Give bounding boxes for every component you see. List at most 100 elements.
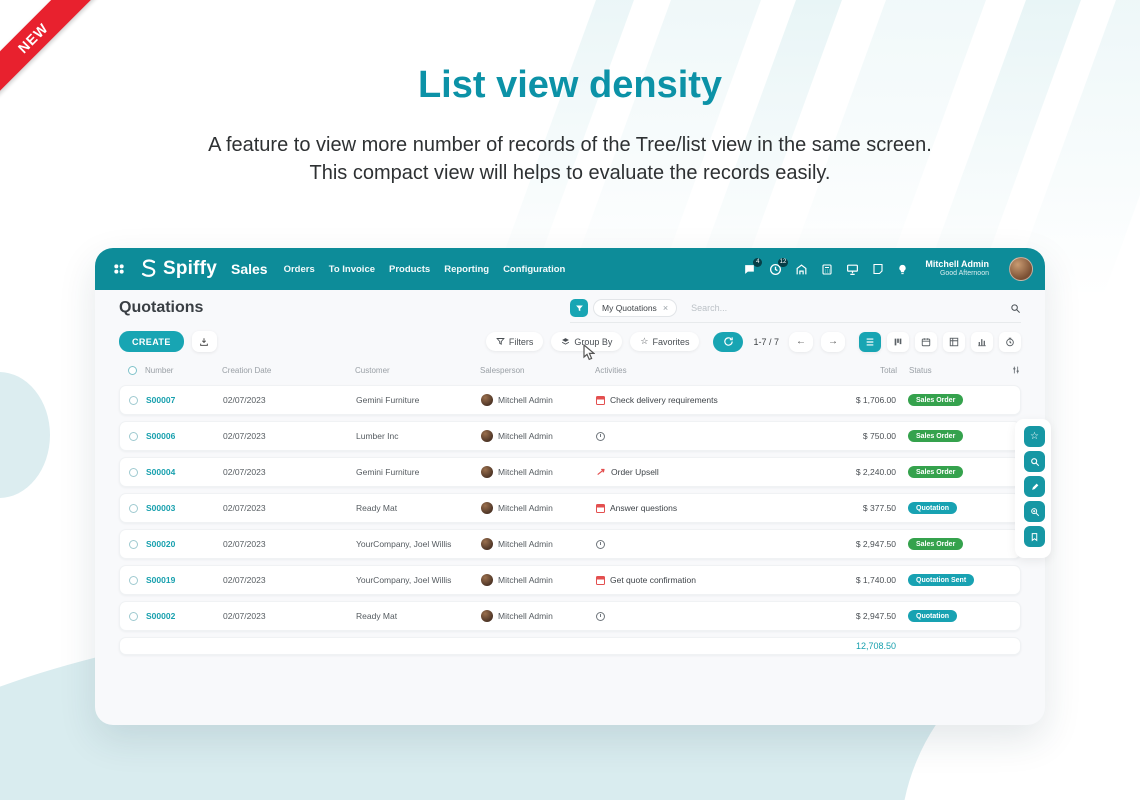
- quotation-number-link[interactable]: S00007: [146, 395, 176, 405]
- status-cell: Quotation: [896, 610, 1004, 623]
- activity-icon[interactable]: [596, 431, 605, 441]
- table-row[interactable]: S00004 02/07/2023 Gemini Furniture Mitch…: [119, 457, 1021, 487]
- edit-tool-button[interactable]: [1024, 476, 1045, 497]
- column-header-creation-date[interactable]: Creation Date: [222, 365, 272, 375]
- list-view-button[interactable]: [859, 331, 881, 352]
- presentation-icon[interactable]: [846, 263, 859, 276]
- row-checkbox[interactable]: [128, 503, 138, 513]
- status-cell: Sales Order: [896, 538, 1004, 551]
- column-header-status[interactable]: Status: [909, 365, 932, 375]
- activities-cell[interactable]: Check delivery requirements: [596, 395, 811, 405]
- table-row[interactable]: S00020 02/07/2023 YourCompany, Joel Will…: [119, 529, 1021, 559]
- favorite-star-button[interactable]: ☆: [1024, 426, 1045, 447]
- row-checkbox[interactable]: [128, 395, 138, 405]
- filters-button[interactable]: Filters: [485, 332, 544, 351]
- pager-previous-button[interactable]: ←: [789, 331, 813, 352]
- quotation-number-link[interactable]: S00019: [146, 575, 176, 585]
- table-row[interactable]: S00006 02/07/2023 Lumber Inc Mitchell Ad…: [119, 421, 1021, 451]
- zoom-in-tool-button[interactable]: [1024, 501, 1045, 522]
- row-checkbox[interactable]: [128, 539, 138, 549]
- menu-item-orders[interactable]: Orders: [283, 263, 315, 275]
- calendar-view-button[interactable]: [915, 331, 937, 352]
- activity-icon[interactable]: [596, 539, 605, 549]
- quotation-number-link[interactable]: S00020: [146, 539, 176, 549]
- activities-icon[interactable]: 12: [769, 257, 789, 276]
- menu-item-configuration[interactable]: Configuration: [503, 263, 566, 275]
- status-badge: Sales Order: [908, 466, 964, 479]
- column-header-customer[interactable]: Customer: [355, 365, 390, 375]
- row-checkbox[interactable]: [128, 467, 138, 477]
- activity-icon[interactable]: [596, 467, 606, 477]
- activities-cell[interactable]: Order Upsell: [596, 467, 811, 477]
- messages-icon[interactable]: 4: [743, 257, 763, 276]
- row-checkbox[interactable]: [128, 575, 138, 585]
- search-facet[interactable]: My Quotations ×: [593, 299, 678, 317]
- creation-date-cell: 02/07/2023: [223, 503, 266, 513]
- table-row[interactable]: S00003 02/07/2023 Ready Mat Mitchell Adm…: [119, 493, 1021, 523]
- activities-cell[interactable]: Answer questions: [596, 503, 811, 513]
- activity-icon[interactable]: [596, 503, 605, 513]
- activities-cell[interactable]: [596, 539, 811, 549]
- menu-item-to-invoice[interactable]: To Invoice: [328, 263, 376, 275]
- new-ribbon-label: NEW: [0, 0, 104, 109]
- bookmark-tool-button[interactable]: [1024, 526, 1045, 547]
- pager-next-button[interactable]: →: [821, 331, 845, 352]
- search-bar[interactable]: My Quotations × Search...: [570, 299, 1021, 323]
- table-row[interactable]: S00002 02/07/2023 Ready Mat Mitchell Adm…: [119, 601, 1021, 631]
- favorites-button[interactable]: ☆ Favorites: [630, 332, 700, 351]
- search-icon[interactable]: [1010, 303, 1021, 314]
- create-button[interactable]: CREATE: [119, 331, 184, 352]
- salesperson-cell: Mitchell Admin: [481, 538, 596, 550]
- column-header-total[interactable]: Total: [880, 365, 897, 375]
- kanban-view-button[interactable]: [887, 331, 909, 352]
- table-row[interactable]: S00019 02/07/2023 YourCompany, Joel Will…: [119, 565, 1021, 595]
- status-badge: Sales Order: [908, 394, 964, 407]
- remove-facet-icon[interactable]: ×: [662, 303, 669, 313]
- search-input[interactable]: Search...: [691, 303, 728, 313]
- pivot-view-button[interactable]: [943, 331, 965, 352]
- spiffy-logo[interactable]: Spiffy: [137, 257, 217, 281]
- activity-icon[interactable]: [596, 395, 605, 405]
- row-checkbox[interactable]: [128, 611, 138, 621]
- search-tool-button[interactable]: [1024, 451, 1045, 472]
- salesperson-avatar: [481, 610, 493, 622]
- quotation-number-link[interactable]: S00003: [146, 503, 176, 513]
- adjust-columns-icon[interactable]: [1005, 365, 1021, 375]
- apps-menu-icon[interactable]: [111, 261, 127, 277]
- column-header-salesperson[interactable]: Salesperson: [480, 365, 525, 375]
- current-app-name[interactable]: Sales: [230, 261, 268, 277]
- select-all-checkbox[interactable]: [127, 365, 137, 375]
- activity-icon[interactable]: [596, 575, 605, 585]
- activity-label: Get quote confirmation: [610, 575, 696, 585]
- activities-cell[interactable]: [596, 431, 811, 441]
- menu-item-reporting[interactable]: Reporting: [444, 263, 490, 275]
- activity-view-button[interactable]: [999, 331, 1021, 352]
- quotation-number-link[interactable]: S00002: [146, 611, 176, 621]
- calculator-icon[interactable]: [821, 263, 833, 276]
- quotation-number-link[interactable]: S00006: [146, 431, 176, 441]
- activities-cell[interactable]: [596, 611, 811, 621]
- user-avatar[interactable]: [1009, 257, 1033, 281]
- salesperson-name: Mitchell Admin: [498, 503, 553, 513]
- refresh-button[interactable]: [713, 331, 744, 352]
- group-by-button[interactable]: Group By: [551, 332, 623, 351]
- table-row[interactable]: S00007 02/07/2023 Gemini Furniture Mitch…: [119, 385, 1021, 415]
- total-cell: $ 377.50: [862, 503, 896, 513]
- bulb-icon[interactable]: [897, 263, 908, 276]
- column-header-number[interactable]: Number: [145, 365, 174, 375]
- quotation-number-link[interactable]: S00004: [146, 467, 176, 477]
- column-header-activities[interactable]: Activities: [595, 365, 627, 375]
- company-icon[interactable]: [795, 263, 808, 276]
- graph-view-button[interactable]: [971, 331, 993, 352]
- status-cell: Quotation: [896, 502, 1004, 515]
- creation-date-cell: 02/07/2023: [223, 395, 266, 405]
- row-checkbox[interactable]: [128, 431, 138, 441]
- menu-item-products[interactable]: Products: [389, 263, 431, 275]
- user-menu[interactable]: Mitchell Admin Good Afternoon: [925, 259, 989, 278]
- notes-icon[interactable]: [872, 263, 884, 275]
- export-icon[interactable]: [191, 331, 217, 352]
- activity-label: Order Upsell: [611, 467, 659, 477]
- activities-cell[interactable]: Get quote confirmation: [596, 575, 811, 585]
- user-name: Mitchell Admin: [925, 259, 989, 270]
- activity-icon[interactable]: [596, 611, 605, 621]
